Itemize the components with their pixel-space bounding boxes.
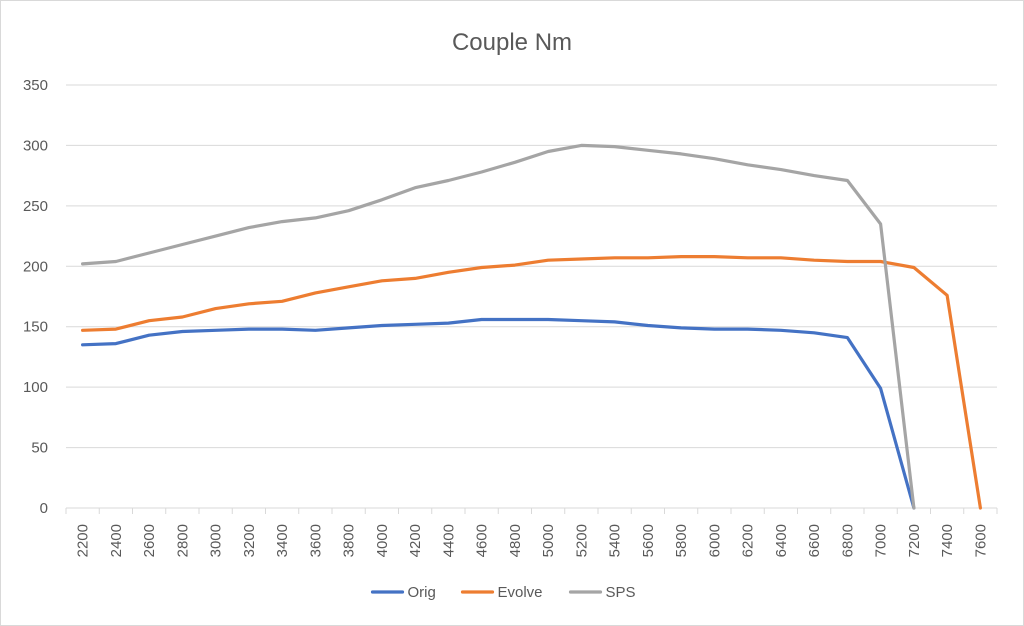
series-line-evolve [80, 255, 983, 510]
x-tick-label: 3400 [274, 524, 291, 557]
x-tick-label: 7400 [939, 524, 956, 557]
x-tick-label: 2200 [75, 524, 92, 557]
legend-label-orig: Orig [408, 584, 436, 601]
series-line-orig [80, 317, 916, 510]
y-tick-label: 250 [23, 198, 48, 215]
series-line-sps [80, 143, 916, 510]
axes: 0 50 100 150 200 250 300 350 2200 2400 2600 2800 300… [23, 77, 998, 557]
y-tick-label: 200 [23, 258, 48, 275]
x-tick-label: 6200 [740, 524, 757, 557]
x-tick-label: 3000 [208, 524, 225, 557]
x-tick-label: 7000 [873, 524, 890, 557]
x-tick-label: 7200 [906, 524, 923, 557]
legend-label-evolve: Evolve [498, 584, 543, 601]
x-tick-label: 4800 [507, 524, 524, 557]
x-tick-label: 6600 [806, 524, 823, 557]
y-tick-label: 350 [23, 77, 48, 94]
x-tick-label: 2400 [108, 524, 125, 557]
y-tick-label: 0 [40, 500, 48, 517]
y-tick-label: 150 [23, 319, 48, 336]
y-tick-label: 100 [23, 379, 48, 396]
x-tick-label: 2800 [174, 524, 191, 557]
y-tick-label: 300 [23, 137, 48, 154]
x-tick-label: 6400 [773, 524, 790, 557]
x-tick-label: 5800 [673, 524, 690, 557]
x-tick-label: 2600 [141, 524, 158, 557]
x-tick-label: 3800 [341, 524, 358, 557]
x-tick-label: 4200 [407, 524, 424, 557]
chart-title: Couple Nm [452, 29, 572, 56]
x-tick-label: 5200 [573, 524, 590, 557]
x-tick-label: 6000 [706, 524, 723, 557]
x-tick-label: 4000 [374, 524, 391, 557]
x-tick-label: 5000 [540, 524, 557, 557]
x-tick-label: 7600 [972, 524, 989, 557]
x-tick-label: 4600 [474, 524, 491, 557]
x-tick-label: 4400 [440, 524, 457, 557]
x-tick-label: 3600 [307, 524, 324, 557]
x-tick-label: 5400 [607, 524, 624, 557]
x-tick-label: 5600 [640, 524, 657, 557]
x-tick-label: 3200 [241, 524, 258, 557]
x-tick-label: 6800 [839, 524, 856, 557]
legend: Orig Evolve SPS [370, 584, 636, 601]
series-lines [80, 143, 983, 510]
y-tick-label: 50 [31, 440, 48, 457]
grid-lines [66, 84, 997, 449]
legend-label-sps: SPS [606, 584, 636, 601]
